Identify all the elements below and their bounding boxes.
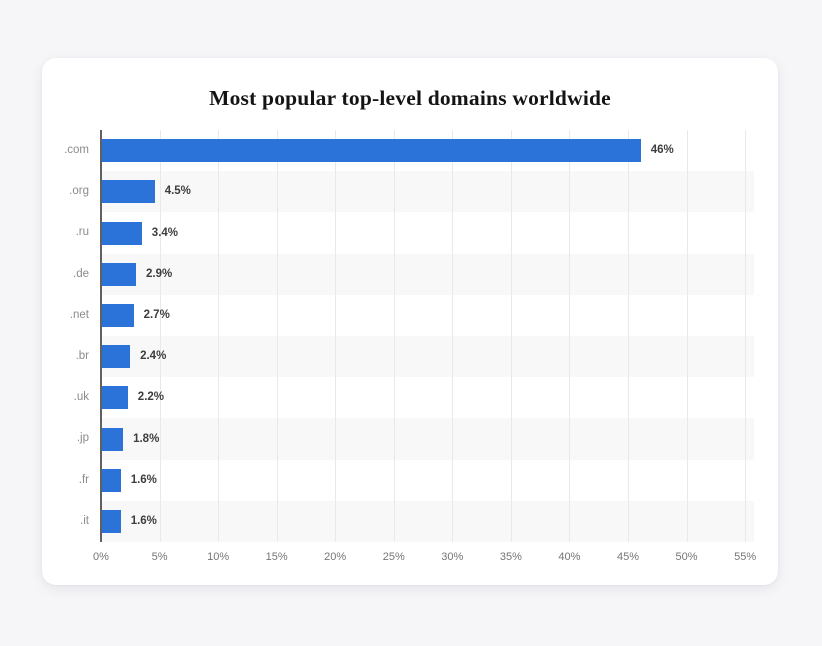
category-label: .ru (75, 226, 89, 239)
bar-de (102, 262, 136, 286)
value-label: 1.6% (130, 473, 157, 486)
row-stripe (102, 377, 754, 418)
value-label: 2.9% (146, 267, 173, 280)
x-tick-label: 45% (616, 551, 640, 563)
x-tick-label: 20% (324, 551, 347, 563)
value-label: 2.4% (140, 350, 167, 363)
x-tick-label: 50% (675, 551, 698, 563)
gridline (628, 130, 629, 542)
plot-area: 46% 4.5% 3.4% 2.9% 2.7% 2.4% 2.2% 1.8% 1.6% 1.6% (100, 130, 754, 542)
gridline (686, 130, 688, 542)
x-tick-label: 40% (558, 551, 581, 563)
bar-jp (102, 427, 124, 451)
category-label: .uk (73, 391, 89, 404)
x-tick-label: 10% (207, 551, 230, 563)
row-stripe (102, 212, 754, 253)
x-tick-label: 30% (441, 551, 464, 563)
bar-br (102, 345, 131, 369)
chart-title: Most popular top-level domains worldwide (209, 86, 611, 110)
gridline (569, 130, 571, 542)
category-label: .de (73, 267, 89, 280)
gridline (745, 130, 747, 542)
bar-fr (102, 468, 121, 492)
row-stripe (102, 336, 754, 378)
bar-net (102, 303, 134, 327)
gridline (218, 130, 220, 542)
value-label: 1.8% (133, 432, 160, 445)
value-label: 2.7% (143, 308, 170, 321)
category-label: .net (69, 308, 89, 321)
bar-ru (102, 221, 142, 245)
chart-card: Most popular top-level domains worldwide… (42, 58, 778, 585)
category-label: .br (75, 350, 89, 362)
category-label: .it (80, 514, 89, 527)
category-axis: .com .org .ru .de .net .br .uk .jp .fr .it (42, 130, 100, 542)
category-label: .fr (78, 473, 89, 486)
gridline (335, 130, 337, 542)
x-tick-label: 25% (382, 551, 405, 563)
x-tick-label: 55% (734, 551, 757, 563)
value-label: 46% (650, 144, 674, 157)
value-label: 2.2% (137, 391, 165, 404)
bar-it (102, 509, 121, 533)
row-stripe (102, 460, 754, 501)
x-tick-label: 5% (151, 551, 168, 563)
value-label: 4.5% (164, 185, 191, 198)
row-stripe (102, 418, 754, 460)
x-tick-label: 0% (93, 551, 109, 563)
category-label: .com (64, 144, 89, 156)
bar-org (102, 180, 155, 204)
x-tick-label: 15% (265, 551, 288, 563)
bar-chart: .com .org .ru .de .net .br .uk .jp .fr .it 46% 4.5… (42, 130, 778, 542)
gridline (510, 130, 512, 542)
x-tick-label: 35% (499, 551, 522, 563)
row-stripe (102, 500, 754, 542)
value-label: 3.4% (151, 226, 179, 239)
value-label: 1.6% (130, 514, 157, 527)
row-stripe (102, 171, 754, 213)
x-axis: 0% 5% 10% 15% 20% 25% 30% 35% 40% 45% 50% 55% (93, 548, 761, 566)
row-stripe (102, 295, 754, 336)
gridline (159, 130, 161, 542)
bar-com (102, 139, 641, 163)
row-stripe (102, 253, 754, 295)
category-label: .org (69, 185, 89, 198)
bar-uk (102, 386, 128, 410)
gridline (276, 130, 278, 542)
category-label: .jp (76, 432, 89, 445)
gridline (393, 130, 395, 542)
gridline (452, 130, 454, 542)
